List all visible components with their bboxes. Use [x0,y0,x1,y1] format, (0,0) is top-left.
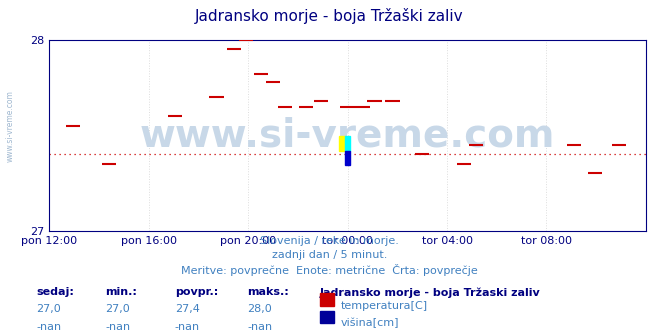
Text: višina[cm]: višina[cm] [341,318,399,328]
Text: -nan: -nan [175,322,200,332]
Text: povpr.:: povpr.: [175,287,218,297]
Text: www.si-vreme.com: www.si-vreme.com [5,90,14,162]
Bar [345,150,350,165]
Text: 27,0: 27,0 [36,304,61,314]
Text: 27,4: 27,4 [175,304,200,314]
Text: -nan: -nan [36,322,61,332]
Text: Slovenija / reke in morje.: Slovenija / reke in morje. [260,236,399,246]
Text: zadnji dan / 5 minut.: zadnji dan / 5 minut. [272,250,387,260]
Text: 27,0: 27,0 [105,304,130,314]
Text: Jadransko morje - boja Tržaški zaliv: Jadransko morje - boja Tržaški zaliv [195,8,464,24]
Bar [345,136,350,150]
Text: www.si-vreme.com: www.si-vreme.com [140,116,556,154]
Text: -nan: -nan [105,322,130,332]
Text: temperatura[C]: temperatura[C] [341,301,428,311]
Text: min.:: min.: [105,287,137,297]
Text: -nan: -nan [247,322,272,332]
Text: sedaj:: sedaj: [36,287,74,297]
Bar [339,136,345,150]
Text: maks.:: maks.: [247,287,289,297]
Text: 28,0: 28,0 [247,304,272,314]
Text: Meritve: povprečne  Enote: metrične  Črta: povprečje: Meritve: povprečne Enote: metrične Črta:… [181,264,478,276]
Text: Jadransko morje - boja Tržaski zaliv: Jadransko morje - boja Tržaski zaliv [320,287,540,298]
